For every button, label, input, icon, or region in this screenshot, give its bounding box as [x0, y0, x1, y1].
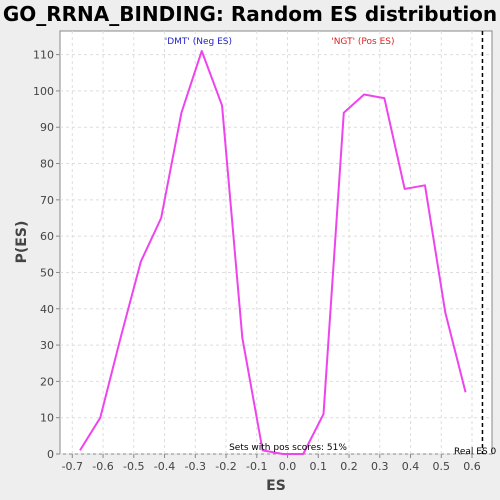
chart-title: GO_RRNA_BINDING: Random ES distribution	[3, 2, 497, 26]
y-tick-label: 20	[40, 375, 54, 388]
x-tick-label: 0.5	[433, 460, 451, 473]
y-axis-label: P(ES)	[14, 221, 30, 264]
x-tick-label: -0.7	[62, 460, 83, 473]
y-tick-label: 80	[40, 158, 54, 171]
x-tick-label: -0.6	[92, 460, 113, 473]
x-tick-label: -0.5	[123, 460, 144, 473]
sets-pos-scores-text: Sets with pos scores: 51%	[229, 443, 347, 453]
y-tick-label: 50	[40, 266, 54, 279]
neg-es-label: 'DMT' (Neg ES)	[165, 37, 232, 47]
x-tick-label: 0.4	[402, 460, 420, 473]
x-tick-label: -0.3	[185, 460, 206, 473]
x-tick-label: -0.2	[215, 460, 236, 473]
y-tick-label: 40	[40, 303, 54, 316]
series-line	[79, 49, 467, 455]
x-axis-ticks: -0.7 -0.6 -0.5 -0.4 -0.3 -0.2 -0.1 0.0 0.1 0.2 0.3…	[62, 454, 481, 473]
plot-area	[59, 30, 493, 455]
pos-es-label: 'NGT' (Pos ES)	[331, 37, 394, 47]
x-tick-label: 0.2	[340, 460, 358, 473]
y-tick-label: 90	[40, 121, 54, 134]
x-tick-label: -0.4	[154, 460, 175, 473]
y-tick-label: 30	[40, 339, 54, 352]
y-tick-label: 100	[33, 85, 54, 98]
x-tick-label: 0.1	[310, 460, 328, 473]
x-axis-label: ES	[266, 478, 286, 494]
y-tick-label: 70	[40, 194, 54, 207]
y-tick-label: 110	[33, 49, 54, 62]
real-es-label: Real ES 0	[454, 447, 497, 457]
x-tick-label: 0.6	[463, 460, 481, 473]
grid-lines	[60, 31, 492, 455]
y-axis-ticks: 0 10 20 30 40 50 60 70 80 90 100 110	[33, 49, 60, 461]
x-tick-label: 0.3	[371, 460, 389, 473]
x-tick-label: -0.1	[246, 460, 267, 473]
y-tick-label: 0	[47, 448, 54, 461]
y-tick-label: 10	[40, 412, 54, 425]
y-tick-label: 60	[40, 230, 54, 243]
x-tick-label: 0.0	[279, 460, 297, 473]
